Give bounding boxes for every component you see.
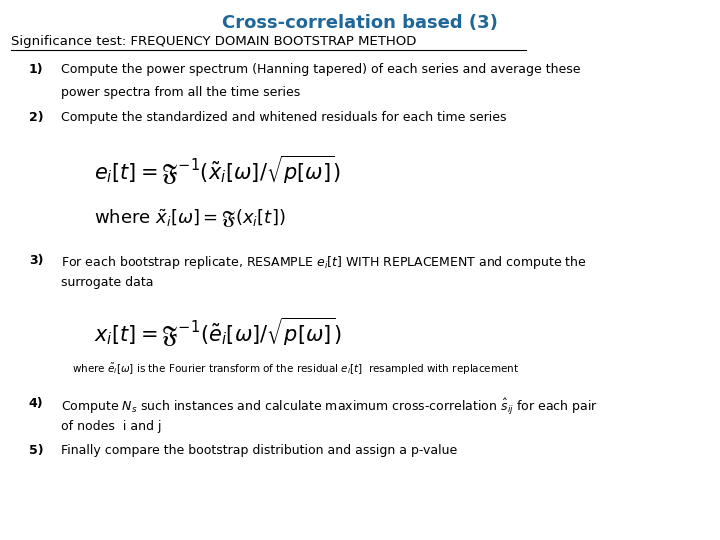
- Text: $x_i[t] = \mathfrak{F}^{-1}(\tilde{e}_i[\omega]/\sqrt{p[\omega]})$: $x_i[t] = \mathfrak{F}^{-1}(\tilde{e}_i[…: [94, 316, 341, 349]
- Text: 5): 5): [29, 444, 43, 457]
- Text: Compute the standardized and whitened residuals for each time series: Compute the standardized and whitened re…: [61, 111, 507, 124]
- Text: Compute the power spectrum (Hanning tapered) of each series and average these: Compute the power spectrum (Hanning tape…: [61, 63, 581, 76]
- Text: $e_i[t] = \mathfrak{F}^{-1}(\tilde{x}_i[\omega]/\sqrt{p[\omega]})$: $e_i[t] = \mathfrak{F}^{-1}(\tilde{x}_i[…: [94, 154, 341, 187]
- Text: where $\tilde{x}_i[\omega] = \mathfrak{F}(x_i[t])$: where $\tilde{x}_i[\omega] = \mathfrak{F…: [94, 208, 285, 231]
- Text: Finally compare the bootstrap distribution and assign a p-value: Finally compare the bootstrap distributi…: [61, 444, 457, 457]
- Text: Cross-correlation based (3): Cross-correlation based (3): [222, 14, 498, 31]
- Text: 2): 2): [29, 111, 43, 124]
- Text: surrogate data: surrogate data: [61, 276, 153, 289]
- Text: For each bootstrap replicate, RESAMPLE $e_i[t]$ WITH REPLACEMENT and compute the: For each bootstrap replicate, RESAMPLE $…: [61, 254, 587, 271]
- Text: Compute $N_s$ such instances and calculate maximum cross-correlation $\hat{s}_{i: Compute $N_s$ such instances and calcula…: [61, 397, 598, 417]
- Text: of nodes  i and j: of nodes i and j: [61, 420, 162, 433]
- Text: 4): 4): [29, 397, 43, 410]
- Text: 3): 3): [29, 254, 43, 267]
- Text: Significance test: FREQUENCY DOMAIN BOOTSTRAP METHOD: Significance test: FREQUENCY DOMAIN BOOT…: [11, 35, 416, 48]
- Text: where $\tilde{e}_i[\omega]$ is the Fourier transform of the residual $e_i[t]$  r: where $\tilde{e}_i[\omega]$ is the Fouri…: [72, 362, 519, 377]
- Text: 1): 1): [29, 63, 43, 76]
- Text: power spectra from all the time series: power spectra from all the time series: [61, 86, 300, 99]
